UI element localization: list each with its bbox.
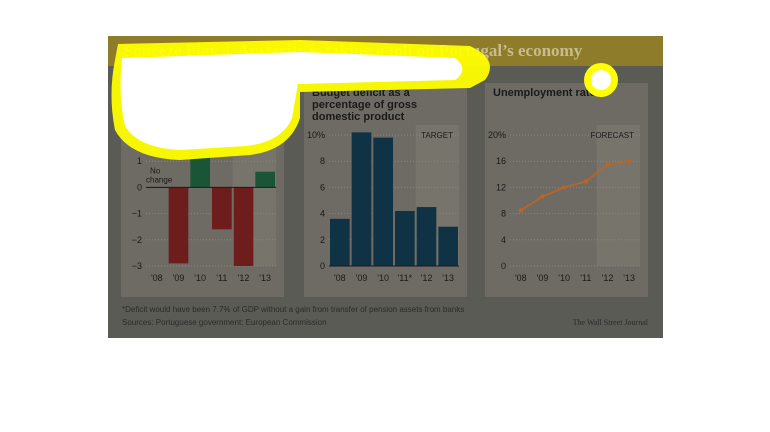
unemployment-panel-title: Unemployment rate bbox=[493, 87, 596, 99]
figure-subtitle: Austerity is taking a toll on Portugal’s… bbox=[237, 41, 583, 60]
bar bbox=[416, 207, 437, 266]
y-tick-label: −3 bbox=[132, 261, 142, 271]
no-change-label: No bbox=[150, 166, 161, 175]
x-tick-label: '10 bbox=[558, 273, 570, 283]
y-tick-label: 0 bbox=[137, 182, 142, 192]
y-tick-label: 1 bbox=[137, 156, 142, 166]
y-tick-label: 4 bbox=[320, 209, 325, 219]
data-point bbox=[605, 162, 610, 167]
y-tick-label: 10% bbox=[307, 130, 325, 140]
y-tick-label: 2 bbox=[320, 235, 325, 245]
y-tick-label: −1 bbox=[132, 209, 142, 219]
x-tick-label: '09 bbox=[356, 273, 368, 283]
data-point bbox=[540, 194, 545, 199]
figure-title-bar: Squeeze Play | Austerity is taking a tol… bbox=[108, 36, 663, 66]
x-tick-label: '11 bbox=[216, 273, 227, 283]
series-line bbox=[520, 160, 630, 212]
bar bbox=[255, 171, 275, 188]
bar bbox=[233, 187, 254, 266]
bar bbox=[438, 226, 458, 266]
unemployment-chart: 0 4 8 12 16 20% '08 '09 '10 '11 '12 '13 FORECAST bbox=[488, 125, 640, 283]
x-tick-label: '08 bbox=[151, 273, 163, 283]
x-tick-label: '11 bbox=[580, 273, 591, 283]
figure-title: Squeeze Play bbox=[123, 41, 218, 60]
y-tick-label: 0 bbox=[320, 261, 325, 271]
unemployment-title-text: Unemployment rate bbox=[493, 87, 596, 99]
sources-line: Sources: Portuguese government; European… bbox=[122, 318, 327, 327]
y-tick-label: 0 bbox=[501, 261, 506, 271]
bar bbox=[168, 187, 189, 264]
x-tick-label: '12 bbox=[602, 273, 614, 283]
y-tick-label: 16 bbox=[496, 156, 506, 166]
x-tick-label: '13 bbox=[442, 273, 454, 283]
x-tick-label: '12 bbox=[238, 273, 250, 283]
deficit-panel: Budget deficit as a percentage of gross … bbox=[304, 83, 467, 297]
x-tick-label: '12 bbox=[421, 273, 433, 283]
x-tick-label: '08 bbox=[334, 273, 346, 283]
x-tick-label: '09 bbox=[537, 273, 549, 283]
footnote: *Deficit would have been 7.7% of GDP wit… bbox=[122, 305, 465, 314]
x-tick-label: '09 bbox=[173, 273, 185, 283]
y-tick-label: 8 bbox=[320, 156, 325, 166]
data-point bbox=[583, 179, 589, 184]
gdp-panel-title: Gross domestic product, change from prev… bbox=[129, 87, 269, 123]
y-tick-label: −2 bbox=[132, 235, 142, 245]
y-tick-label: 8 bbox=[501, 209, 506, 219]
y-tick-label: 12 bbox=[496, 182, 506, 192]
bar bbox=[395, 210, 415, 266]
forecast-label: TARGET bbox=[421, 131, 453, 140]
data-point bbox=[518, 208, 524, 213]
x-tick-label: '11* bbox=[398, 273, 413, 283]
bar bbox=[330, 218, 350, 266]
x-tick-label: '13 bbox=[259, 273, 271, 283]
bar bbox=[190, 150, 210, 188]
title-separator: | bbox=[225, 41, 230, 60]
chart-figure: Squeeze Play | Austerity is taking a tol… bbox=[108, 36, 663, 338]
x-tick-label: '13 bbox=[623, 273, 635, 283]
no-change-label: change bbox=[146, 175, 173, 184]
unemployment-panel: Unemployment rate 0 4 8 12 16 20% '08 '09 '10 '11… bbox=[485, 83, 648, 297]
y-tick-label: 6 bbox=[320, 182, 325, 192]
y-tick-label: 20% bbox=[488, 130, 506, 140]
deficit-title-text: Budget deficit as a percentage of gross … bbox=[312, 87, 418, 123]
y-tick-label: 2% bbox=[129, 130, 142, 140]
x-tick-label: '08 bbox=[515, 273, 527, 283]
bar bbox=[212, 187, 232, 230]
bar bbox=[373, 137, 393, 266]
x-tick-label: '10 bbox=[377, 273, 389, 283]
forecast-shade bbox=[596, 125, 640, 266]
forecast-label: FORECAST bbox=[590, 131, 634, 140]
forecast-label: FORECAST bbox=[226, 131, 270, 140]
gdp-panel: Gross domestic product, change from prev… bbox=[121, 83, 284, 297]
data-point bbox=[626, 159, 632, 164]
x-tick-label: '10 bbox=[194, 273, 206, 283]
bar bbox=[351, 132, 372, 266]
publication-credit: The Wall Street Journal bbox=[572, 318, 648, 327]
y-tick-label: 4 bbox=[501, 235, 506, 245]
deficit-panel-title: Budget deficit as a percentage of gross … bbox=[312, 87, 467, 123]
data-point bbox=[561, 185, 567, 190]
gdp-title-text: Gross domestic product, change from prev… bbox=[129, 87, 260, 123]
